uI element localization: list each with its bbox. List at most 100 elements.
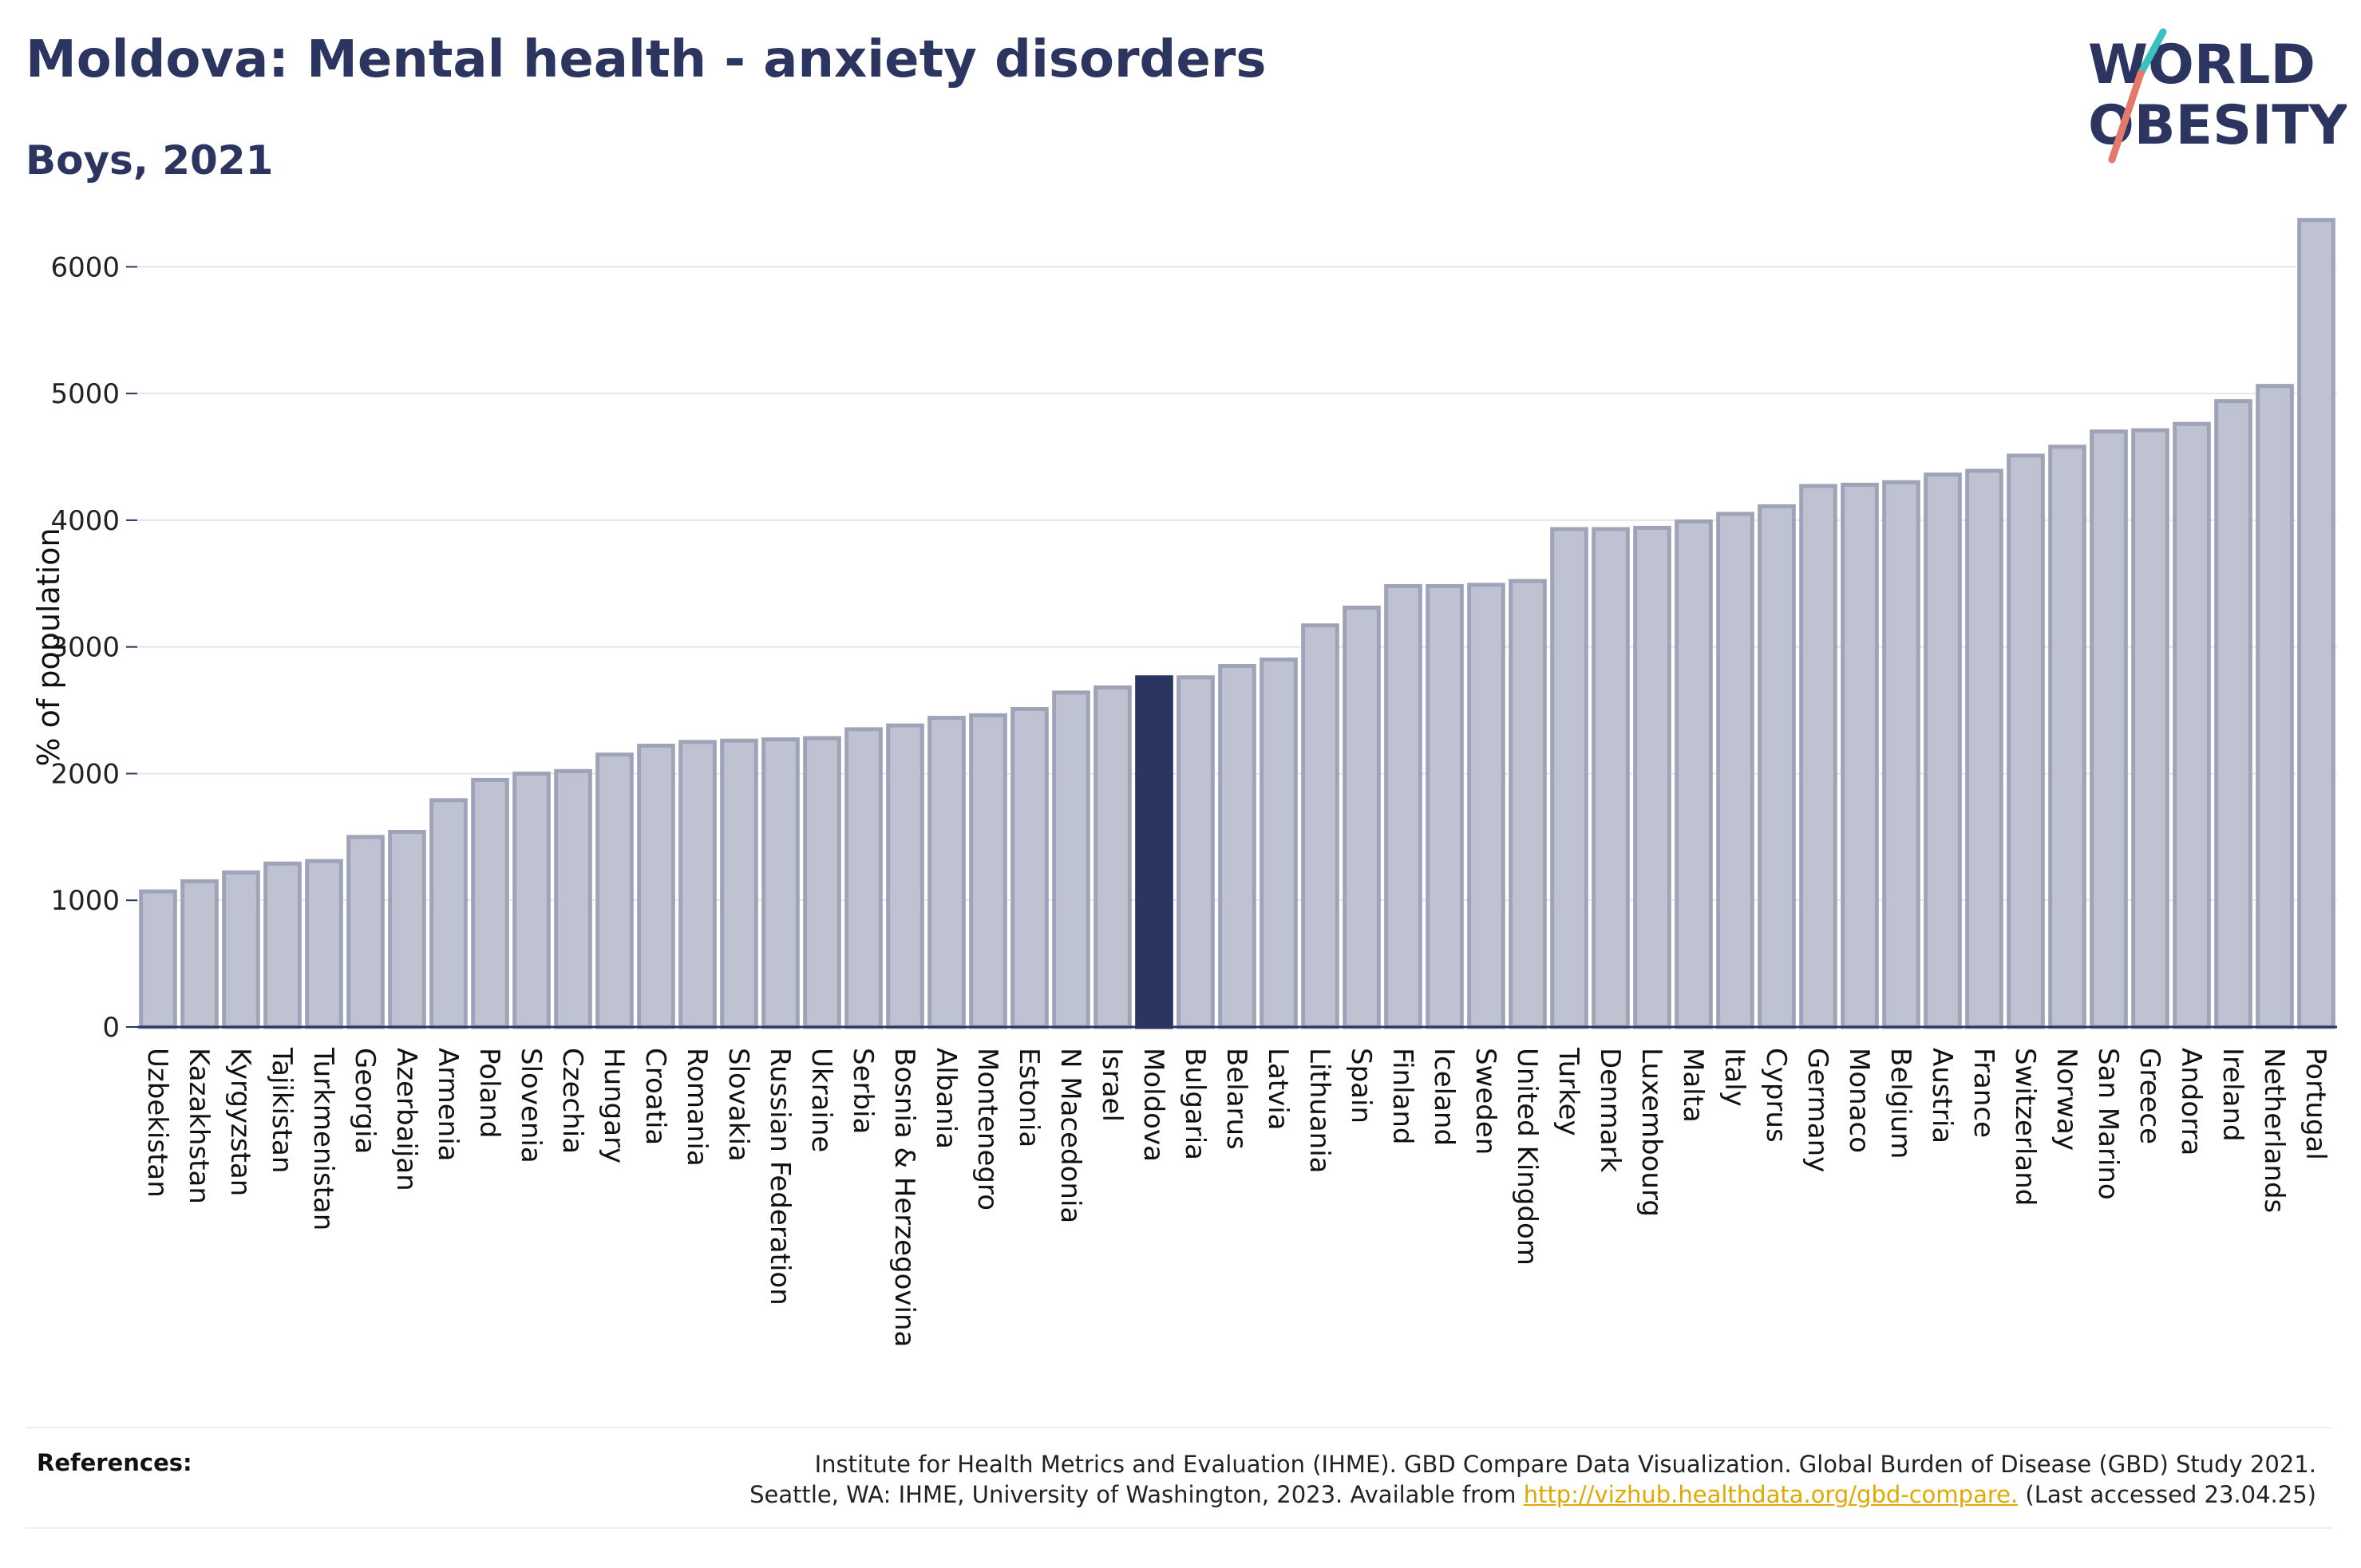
references-label: References:: [37, 1449, 192, 1476]
bar-norway: [2048, 444, 2086, 1029]
x-tick-label: Hungary: [598, 1048, 630, 1163]
bar-bosnia-herzegovina: [886, 723, 924, 1029]
bar-tajikistan: [263, 861, 302, 1029]
bar-kazakhstan: [180, 879, 219, 1029]
bar-greece: [2131, 428, 2169, 1029]
references-link[interactable]: http://vizhub.healthdata.org/gbd-compare…: [1523, 1481, 2019, 1508]
world-obesity-logo: WORLD OBESITY: [2088, 28, 2347, 164]
x-axis-labels: Uzbekistan Kazakhstan Kyrgyzstan Tajikistan…: [141, 1047, 2331, 1347]
bar-iceland: [1426, 583, 1464, 1029]
bar-cyprus: [1758, 504, 1796, 1029]
logo-accent-teal: [2137, 28, 2167, 77]
x-tick-label: Sweden: [1469, 1048, 1501, 1155]
bar-slovakia: [720, 738, 758, 1029]
y-tick-label: 3000: [50, 632, 120, 664]
x-tick-label: Georgia: [349, 1048, 381, 1154]
bar-albania: [927, 716, 966, 1029]
bar-turkey: [1550, 527, 1588, 1029]
bar-belarus: [1218, 664, 1256, 1029]
logo-line1: WORLD: [2088, 34, 2316, 97]
x-tick-label: Austria: [1926, 1048, 1958, 1143]
x-tick-label: Slovenia: [515, 1048, 547, 1163]
x-tick-label: Andorra: [2175, 1048, 2207, 1155]
bar-bulgaria: [1177, 675, 1215, 1029]
x-tick-label: Moldova: [1137, 1048, 1169, 1162]
x-tick-label: Serbia: [847, 1048, 879, 1134]
x-tick-label: Bosnia & Herzegovina: [888, 1048, 920, 1347]
bar-denmark: [1592, 527, 1630, 1029]
x-tick-label: San Marino: [2092, 1048, 2124, 1200]
bar-switzerland: [2007, 453, 2045, 1029]
bar-monaco: [1841, 482, 1879, 1029]
x-tick-label: United Kingdom: [1511, 1048, 1543, 1266]
x-tick-label: Portugal: [2300, 1048, 2331, 1160]
bar-russian-federation: [761, 737, 800, 1029]
x-tick-label: Slovakia: [722, 1048, 754, 1162]
x-tick-label: France: [1968, 1048, 1999, 1138]
y-tick-label: 0: [102, 1012, 120, 1044]
x-tick-label: Belgium: [1884, 1048, 1916, 1159]
references-text: Institute for Health Metrics and Evaluat…: [749, 1449, 2316, 1510]
x-tick-label: Denmark: [1594, 1048, 1626, 1173]
logo-accent-coral: [2108, 69, 2145, 164]
bar-georgia: [346, 835, 385, 1029]
y-axis-label: % of population: [31, 527, 66, 766]
references-accessed: (Last accessed 23.04.25): [2025, 1481, 2316, 1508]
x-tick-label: Israel: [1096, 1048, 1128, 1122]
x-tick-label: Poland: [473, 1048, 505, 1139]
x-tick-label: Bulgaria: [1179, 1048, 1211, 1160]
x-tick-label: Turkey: [1552, 1047, 1584, 1136]
x-tick-label: Estonia: [1013, 1048, 1045, 1147]
x-tick-label: Lithuania: [1303, 1048, 1335, 1173]
x-tick-label: Netherlands: [2258, 1048, 2290, 1213]
x-tick-label: Cyprus: [1760, 1048, 1792, 1143]
bar-finland: [1384, 583, 1422, 1029]
bar-romania: [678, 740, 717, 1029]
bar-slovenia: [512, 771, 551, 1029]
bar-italy: [1716, 511, 1754, 1029]
x-tick-label: Turkmenistan: [307, 1047, 339, 1230]
x-tick-label: Switzerland: [2009, 1048, 2041, 1206]
chart-title: Moldova: Mental health - anxiety disorde…: [26, 30, 1267, 89]
bar-andorra: [2173, 421, 2211, 1029]
bar-lithuania: [1301, 623, 1339, 1029]
x-tick-label: Monaco: [1843, 1048, 1875, 1153]
references-box: References: Institute for Health Metrics…: [26, 1427, 2332, 1529]
x-tick-label: Iceland: [1428, 1048, 1460, 1146]
x-tick-label: Armenia: [432, 1048, 464, 1162]
x-tick-label: Spain: [1345, 1048, 1377, 1124]
bar-estonia: [1010, 706, 1049, 1029]
x-tick-label: Romania: [681, 1048, 713, 1167]
bar-azerbaijan: [388, 829, 426, 1029]
chart-subtitle: Boys, 2021: [26, 137, 274, 184]
x-tick-label: Croatia: [639, 1048, 671, 1145]
bar-germany: [1799, 484, 1837, 1029]
bar-malta: [1675, 519, 1713, 1029]
x-tick-label: N Macedonia: [1054, 1048, 1086, 1223]
bar-united-kingdom: [1509, 579, 1547, 1029]
y-tick-label: 1000: [50, 885, 120, 917]
bar-ukraine: [803, 736, 841, 1029]
bar-croatia: [637, 744, 675, 1029]
x-tick-label: Norway: [2051, 1048, 2082, 1151]
x-tick-label: Ukraine: [805, 1048, 837, 1152]
x-tick-label: Kazakhstan: [183, 1048, 215, 1204]
bar-san-marino: [2090, 429, 2128, 1029]
x-tick-label: Luxembourg: [1635, 1048, 1667, 1217]
bar-luxembourg: [1633, 525, 1671, 1029]
bar-france: [1965, 468, 2003, 1029]
x-tick-label: Tajikistan: [266, 1047, 298, 1173]
bar-sweden: [1467, 583, 1505, 1029]
bar-uzbekistan: [139, 889, 177, 1029]
bar-serbia: [844, 727, 883, 1029]
y-tick-label: 2000: [50, 758, 120, 790]
x-tick-label: Uzbekistan: [141, 1048, 173, 1198]
y-tick-label: 5000: [50, 378, 120, 410]
x-tick-label: Malta: [1677, 1048, 1709, 1123]
bar-poland: [471, 777, 509, 1029]
bar-montenegro: [969, 713, 1007, 1029]
bar-latvia: [1260, 658, 1298, 1029]
bar-turkmenistan: [305, 859, 343, 1029]
bar-armenia: [429, 798, 468, 1029]
bar-portugal: [2297, 218, 2335, 1029]
